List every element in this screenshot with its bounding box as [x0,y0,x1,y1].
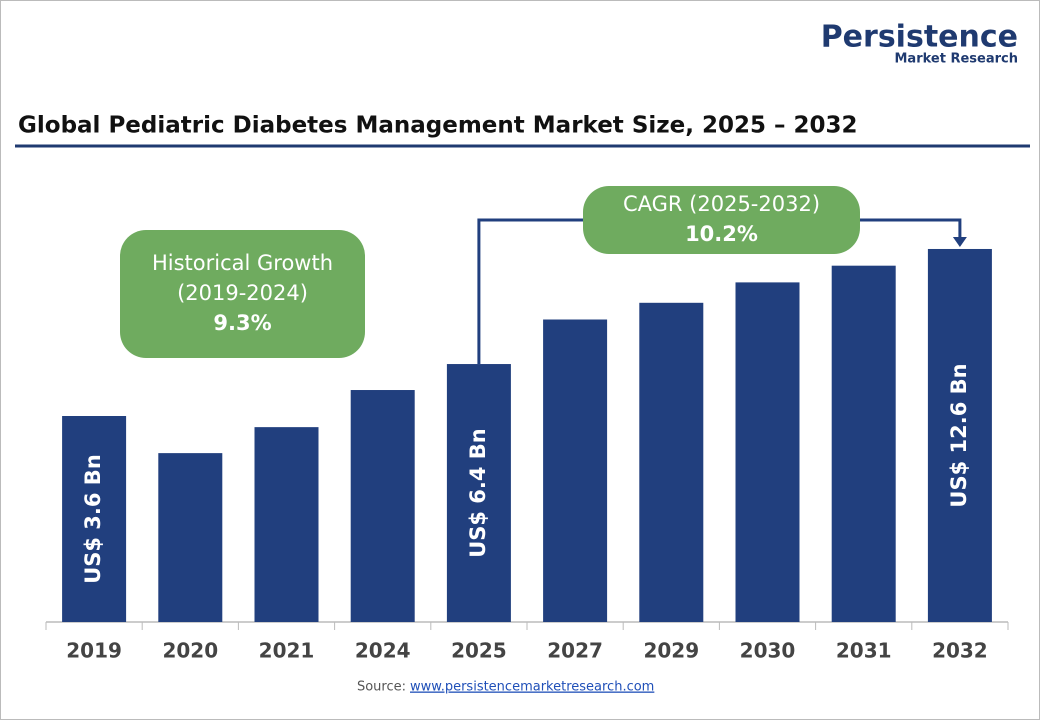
logo-tagline: Market Research [895,52,1019,67]
bar [639,302,704,622]
x-tick-label: 2019 [66,639,122,663]
logo-name: Persistence [821,20,1018,55]
x-tick-label: 2025 [451,639,507,663]
source-label: Source: [357,680,406,695]
x-tick-label: 2021 [259,639,315,663]
bar [543,319,608,622]
annotation-box [583,186,860,254]
cagr-arrow [952,236,967,247]
x-tick-label: 2020 [162,639,218,663]
annotation-text: (2019-2024) [177,281,308,305]
bar [254,427,319,622]
chart-title: Global Pediatric Diabetes Management Mar… [18,113,858,139]
x-tick-label: 2032 [932,639,988,663]
bar [831,265,896,622]
x-tick-label: 2031 [836,639,892,663]
value-label: US$ 12.6 Bn [947,363,971,507]
annotation-box [120,230,365,358]
value-label: US$ 3.6 Bn [81,454,105,584]
bar [62,416,127,622]
x-tick-label: 2029 [643,639,699,663]
annotation-value: 9.3% [213,311,271,335]
annotation-value: 10.2% [685,222,758,246]
annotation-text: CAGR (2025-2032) [623,192,820,216]
bar [158,453,223,622]
x-tick-label: 2027 [547,639,603,663]
bar [446,364,511,622]
annotation-text: Historical Growth [152,251,333,275]
bar [350,390,415,622]
value-label: US$ 6.4 Bn [466,428,490,558]
bar [927,248,992,623]
source-link[interactable]: www.persistencemarketresearch.com [410,680,654,695]
x-tick-label: 2030 [740,639,796,663]
x-tick-label: 2024 [355,639,411,663]
bar [735,282,800,622]
